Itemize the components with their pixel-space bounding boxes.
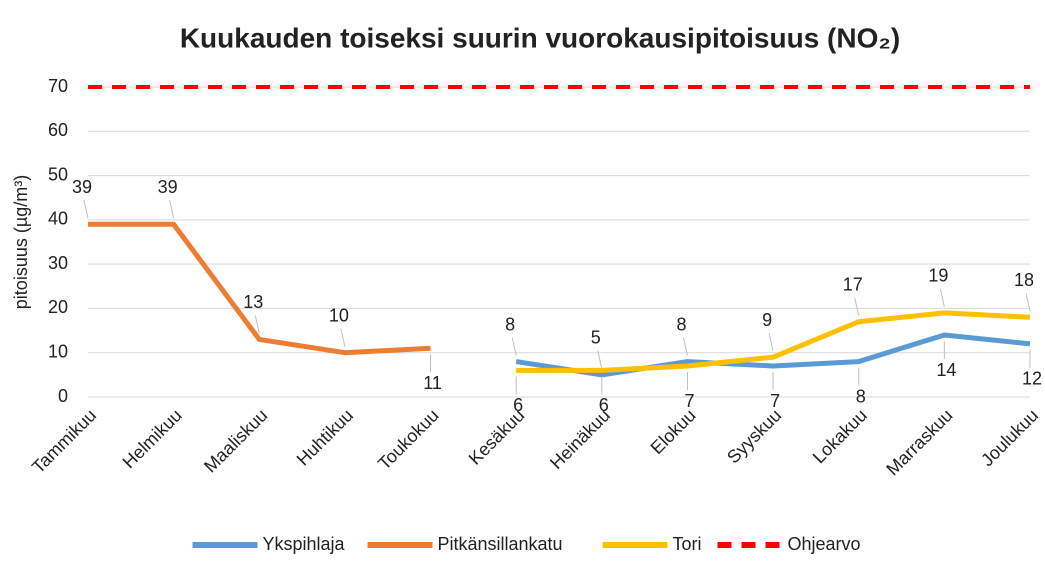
leader-line [83, 200, 89, 219]
legend-label: Tori [673, 534, 702, 554]
data-label: 10 [329, 305, 349, 325]
x-tick-label: Tammikuu [28, 405, 100, 477]
data-label: 6 [599, 395, 609, 415]
x-tick-label: Syyskuu [723, 405, 785, 467]
y-tick-label: 50 [48, 164, 68, 184]
data-label: 17 [843, 274, 863, 294]
leader-line [254, 315, 260, 334]
leader-line [854, 297, 860, 316]
data-label: 11 [423, 373, 442, 393]
data-label: 18 [1014, 270, 1034, 290]
y-tick-label: 20 [48, 297, 68, 317]
leader-line [340, 328, 346, 347]
legend-label: Pitkänsillankatu [438, 534, 563, 554]
data-label: 8 [676, 314, 686, 334]
data-label: 9 [762, 310, 772, 330]
y-tick-label: 70 [48, 76, 68, 96]
leader-line [682, 337, 688, 356]
series-line [516, 310, 1031, 373]
data-label: 7 [770, 391, 780, 411]
y-tick-label: 60 [48, 120, 68, 140]
data-label: 39 [72, 177, 92, 197]
data-label: 8 [856, 386, 866, 406]
series-line [515, 332, 1031, 378]
y-tick-label: 30 [48, 253, 68, 273]
data-label: 8 [505, 314, 515, 334]
y-tick-label: 40 [48, 209, 68, 229]
x-tick-label: Joulukuu [977, 405, 1042, 470]
series-line [88, 221, 431, 356]
leader-line [597, 350, 603, 369]
data-label: 14 [936, 360, 956, 380]
data-label: 39 [158, 177, 178, 197]
leader-line [939, 288, 945, 307]
x-tick-label: Toukokuu [374, 405, 443, 474]
legend-label: Ykspihlaja [263, 534, 346, 554]
chart-title: Kuukauden toiseksi suurin vuorokausipito… [180, 22, 900, 53]
data-label: 13 [243, 292, 263, 312]
leader-line [768, 333, 774, 352]
legend-label: Ohjearvo [788, 534, 861, 554]
data-label: 5 [591, 328, 601, 348]
y-tick-label: 0 [58, 386, 68, 406]
x-tick-label: Helmikuu [119, 405, 186, 472]
leader-line [169, 200, 175, 219]
leader-line [511, 337, 517, 356]
x-tick-label: Huhtikuu [293, 405, 357, 469]
x-tick-label: Marraskuu [882, 405, 956, 479]
x-tick-label: Heinäkuu [546, 405, 614, 473]
x-tick-label: Elokuu [647, 405, 700, 458]
y-axis-label: pitoisuus (µg/m³) [11, 175, 31, 309]
data-label: 19 [928, 266, 948, 286]
data-label: 12 [1022, 369, 1042, 389]
data-label: 7 [684, 391, 694, 411]
x-tick-label: Maaliskuu [200, 405, 271, 476]
y-tick-label: 10 [48, 341, 68, 361]
leader-line [1025, 293, 1031, 312]
x-tick-label: Lokakuu [809, 405, 871, 467]
data-label: 6 [513, 395, 523, 415]
